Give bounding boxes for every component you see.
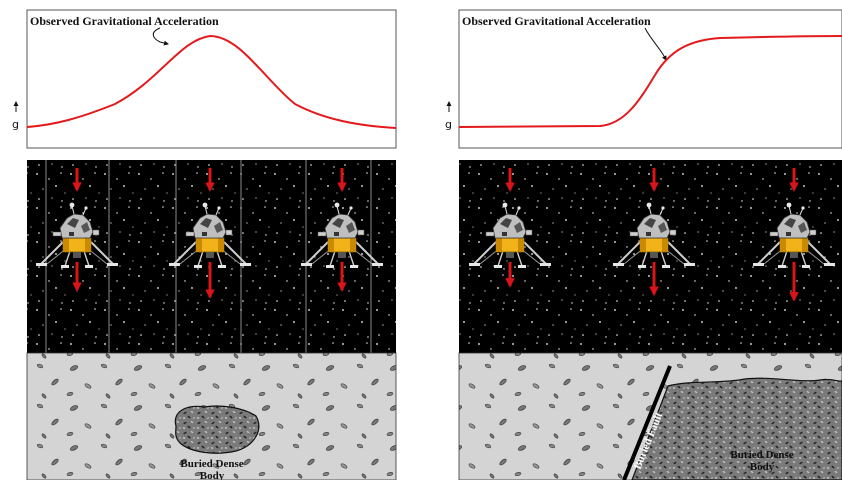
graph-title-right: Observed Gravitational Acceleration	[462, 14, 651, 28]
dense-body-label-line1-right: Buried Dense	[730, 449, 793, 461]
dense-body-label-line2-left: Body	[200, 470, 225, 480]
g-axis-indicator-left: g	[12, 101, 19, 131]
gravity-arrows-left	[72, 168, 347, 299]
gravity-curve-right	[458, 35, 842, 128]
gravity-graph-left: Observed Gravitational Acceleration g	[12, 9, 397, 149]
axis-label-g-left: g	[12, 118, 19, 131]
axis-label-g-right: g	[445, 118, 452, 131]
buried-fault-line	[622, 365, 672, 480]
title-pointer-right	[644, 27, 667, 61]
graph-title-left: Observed Gravitational Acceleration	[30, 14, 219, 28]
buried-dense-body-left	[174, 405, 260, 454]
title-pointer-left	[152, 27, 169, 46]
panel-buried-fault: Observed Gravitational Acceleration g Bu…	[445, 9, 842, 480]
g-axis-indicator-right: g	[445, 101, 452, 131]
gravity-graph-right: Observed Gravitational Acceleration g	[445, 9, 842, 149]
dense-body-label-line1-left: Buried Dense	[180, 458, 243, 470]
dense-body-label-line2-right: Body	[750, 461, 775, 473]
buried-dense-body-right	[631, 377, 842, 480]
gravity-arrows-right	[505, 168, 799, 302]
gravity-curve-left	[26, 34, 397, 129]
panel-buried-dense-body: Observed Gravitational Acceleration g Bu…	[12, 9, 397, 480]
